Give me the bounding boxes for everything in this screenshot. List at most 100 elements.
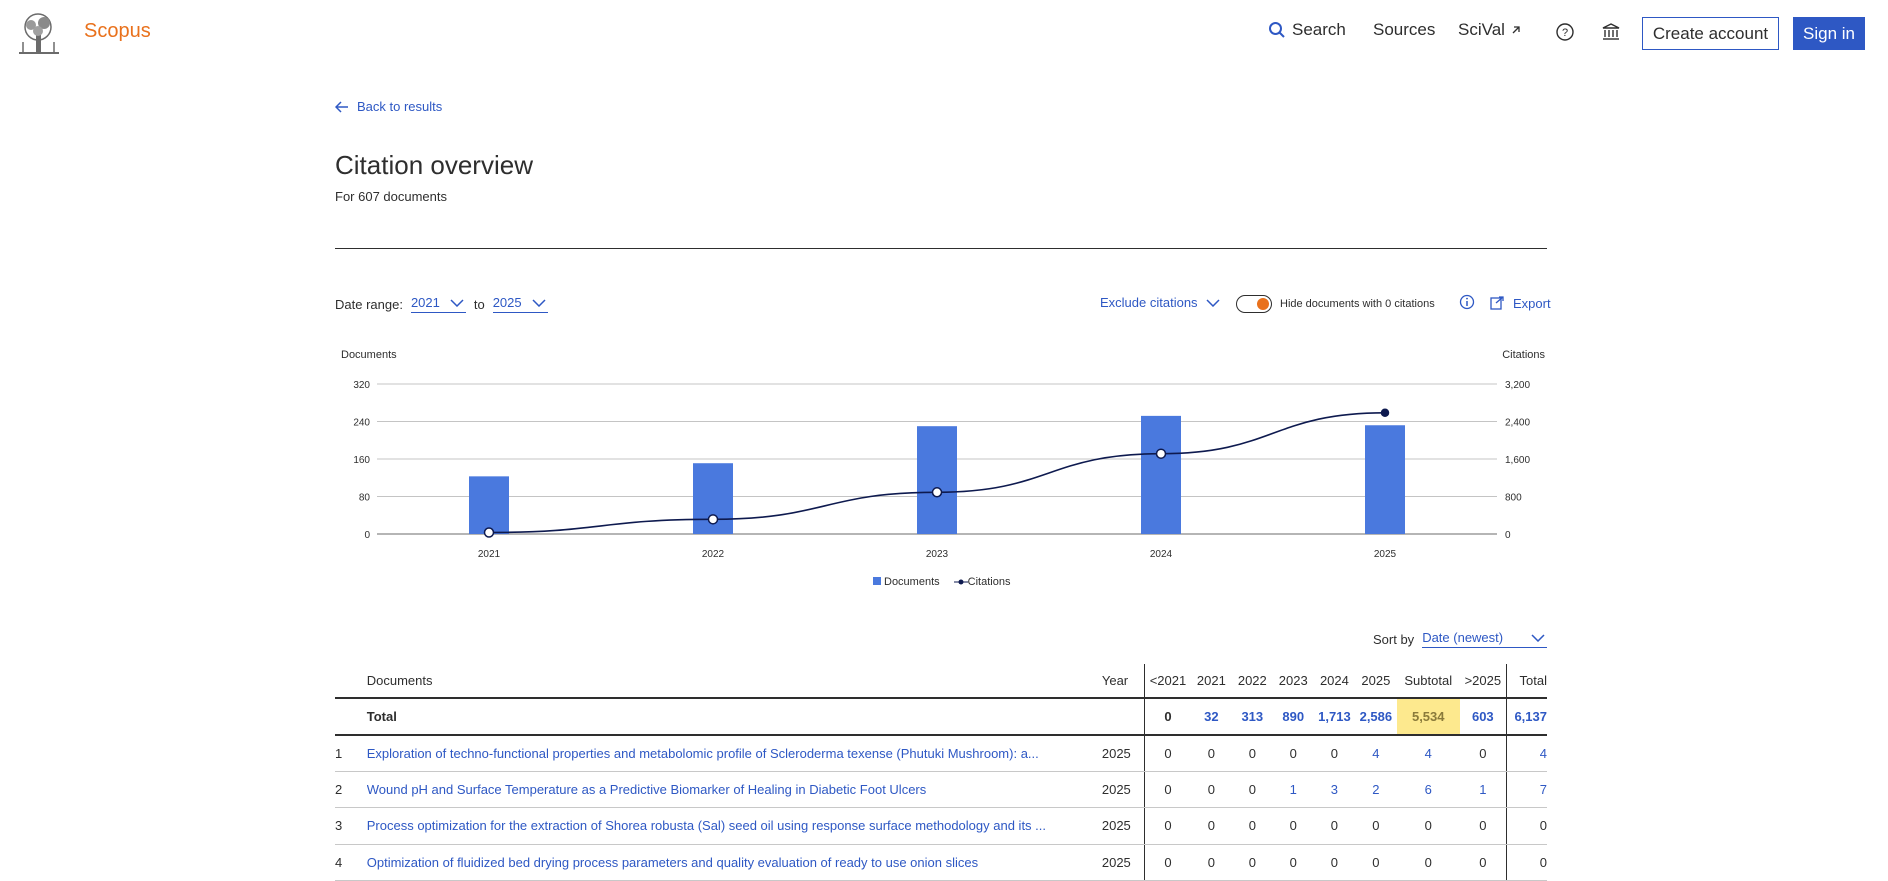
table-row: 3 Process optimization for the extraction… bbox=[335, 807, 1547, 845]
col-total: Total bbox=[1505, 664, 1547, 699]
bar-documents bbox=[469, 476, 509, 534]
total-2022[interactable]: 313 bbox=[1231, 698, 1273, 736]
exclude-citations-dropdown[interactable]: Exclude citations bbox=[1100, 295, 1220, 310]
sort-by-select[interactable]: Date (newest) bbox=[1422, 630, 1548, 648]
cell-lt: 0 bbox=[1144, 734, 1191, 772]
document-title-link[interactable]: Process optimization for the extraction … bbox=[366, 818, 1046, 834]
row-year: 2025 bbox=[1101, 844, 1145, 881]
cell-y2024: 0 bbox=[1313, 844, 1356, 881]
citations-point bbox=[1155, 448, 1167, 459]
cell-lt: 0 bbox=[1144, 807, 1191, 845]
nav-search[interactable]: Search bbox=[1268, 20, 1346, 40]
row-year: 2025 bbox=[1101, 734, 1145, 772]
x-tick-label: 2024 bbox=[1150, 549, 1173, 560]
table-row: 4 Optimization of fluidized bed drying pr… bbox=[335, 844, 1547, 881]
date-range: Date range: 2021 to 2025 bbox=[335, 295, 548, 313]
nav-scival[interactable]: SciVal bbox=[1458, 20, 1521, 40]
nav-search-label: Search bbox=[1292, 20, 1346, 39]
col-documents: Documents bbox=[366, 664, 1102, 699]
legend-documents[interactable]: Documents bbox=[873, 576, 940, 588]
cell-total[interactable]: 7 bbox=[1505, 771, 1547, 808]
cell-subtotal[interactable]: 4 bbox=[1396, 734, 1460, 772]
external-link-icon bbox=[1512, 26, 1520, 34]
bar-documents bbox=[917, 426, 957, 534]
cell-y2021: 0 bbox=[1190, 771, 1232, 808]
chevron-down-icon bbox=[1531, 633, 1545, 642]
cell-y2022: 0 bbox=[1231, 844, 1273, 881]
total-2021[interactable]: 32 bbox=[1190, 698, 1232, 736]
back-to-results-label: Back to results bbox=[357, 99, 443, 114]
export-icon bbox=[1490, 296, 1504, 310]
x-tick-label: 2021 bbox=[478, 549, 501, 560]
total-2025[interactable]: 2,586 bbox=[1355, 698, 1397, 736]
sort-by-value: Date (newest) bbox=[1422, 630, 1504, 645]
elsevier-logo-icon[interactable] bbox=[14, 12, 64, 56]
citation-chart: Documents Citations 320 3,200 240 2,400 160 1,6… bbox=[341, 349, 1546, 560]
row-index: 2 bbox=[335, 771, 367, 808]
legend-citations[interactable]: Citations bbox=[953, 576, 1010, 588]
svg-text:?: ? bbox=[1562, 27, 1568, 39]
y-left-tick-label: 240 bbox=[353, 418, 370, 429]
citation-table: Documents Year <2021 2021 2022 2023 2024… bbox=[335, 664, 1547, 881]
citations-point bbox=[483, 527, 495, 538]
x-tick-label: 2022 bbox=[702, 549, 725, 560]
nav-sources[interactable]: Sources bbox=[1373, 20, 1436, 39]
citations-point bbox=[1380, 408, 1390, 418]
y-right-tick-label: 1,600 bbox=[1505, 455, 1530, 466]
help-icon[interactable]: ? bbox=[1555, 22, 1577, 44]
hide-zero-toggle[interactable] bbox=[1236, 295, 1272, 313]
row-year: 2025 bbox=[1101, 771, 1145, 808]
row-index: 1 bbox=[335, 734, 367, 772]
to-label: to bbox=[473, 296, 485, 312]
cell-y2021: 0 bbox=[1190, 807, 1232, 845]
total-2023[interactable]: 890 bbox=[1272, 698, 1314, 736]
chevron-down-icon bbox=[532, 298, 546, 307]
total-total[interactable]: 6,137 bbox=[1505, 698, 1547, 736]
cell-y2023: 0 bbox=[1272, 807, 1314, 845]
bar-documents bbox=[1141, 415, 1181, 534]
institution-icon[interactable] bbox=[1601, 22, 1623, 44]
info-icon[interactable] bbox=[1459, 294, 1475, 310]
total-subtotal: 5,534 bbox=[1396, 698, 1460, 736]
from-year-select[interactable]: 2021 bbox=[410, 295, 466, 313]
total-2024[interactable]: 1,713 bbox=[1313, 698, 1356, 736]
cell-y2025[interactable]: 4 bbox=[1355, 734, 1397, 772]
cell-y2022: 0 bbox=[1231, 771, 1273, 808]
col-subtotal: Subtotal bbox=[1396, 664, 1460, 699]
create-account-button[interactable]: Create account bbox=[1642, 17, 1779, 50]
document-title-link[interactable]: Optimization of fluidized bed drying pro… bbox=[366, 854, 979, 870]
y-left-axis-title: Documents bbox=[341, 349, 397, 361]
date-range-label: Date range: bbox=[335, 296, 403, 312]
cell-y2023[interactable]: 1 bbox=[1272, 771, 1314, 808]
y-left-tick-label: 320 bbox=[353, 380, 370, 391]
col-2025: 2025 bbox=[1355, 664, 1397, 699]
line-marker-icon bbox=[953, 579, 968, 585]
sign-in-button[interactable]: Sign in bbox=[1793, 17, 1865, 50]
cell-total[interactable]: 4 bbox=[1505, 734, 1547, 772]
cell-gt[interactable]: 1 bbox=[1459, 771, 1507, 808]
export-button[interactable]: Export bbox=[1489, 295, 1551, 311]
cell-y2025[interactable]: 2 bbox=[1355, 771, 1397, 808]
back-to-results-link[interactable]: Back to results bbox=[335, 99, 442, 114]
y-left-tick-label: 160 bbox=[353, 455, 370, 466]
cell-lt: 0 bbox=[1144, 844, 1191, 881]
chevron-down-icon bbox=[1206, 298, 1220, 307]
cell-subtotal[interactable]: 6 bbox=[1396, 771, 1460, 808]
row-year: 2025 bbox=[1101, 807, 1145, 845]
scopus-brand[interactable]: Scopus bbox=[84, 20, 151, 42]
cell-total: 0 bbox=[1505, 807, 1547, 845]
cell-y2024[interactable]: 3 bbox=[1313, 771, 1356, 808]
col-2022: 2022 bbox=[1231, 664, 1273, 699]
cell-gt: 0 bbox=[1459, 734, 1507, 772]
document-title-link[interactable]: Exploration of techno-functional propert… bbox=[366, 745, 1039, 761]
cell-y2024: 0 bbox=[1313, 807, 1356, 845]
to-year-select[interactable]: 2025 bbox=[492, 295, 548, 313]
col-year: Year bbox=[1101, 664, 1145, 699]
col-2024: 2024 bbox=[1313, 664, 1356, 699]
total-gt[interactable]: 603 bbox=[1459, 698, 1507, 736]
table-row: 1 Exploration of techno-functional proper… bbox=[335, 734, 1547, 772]
exclude-citations-label: Exclude citations bbox=[1100, 295, 1198, 310]
arrow-left-icon bbox=[335, 100, 348, 113]
document-title-link[interactable]: Wound pH and Surface Temperature as a Pr… bbox=[366, 781, 927, 797]
total-row: Total 0 32 313 890 1,713 2,586 5,534 603… bbox=[335, 698, 1547, 736]
